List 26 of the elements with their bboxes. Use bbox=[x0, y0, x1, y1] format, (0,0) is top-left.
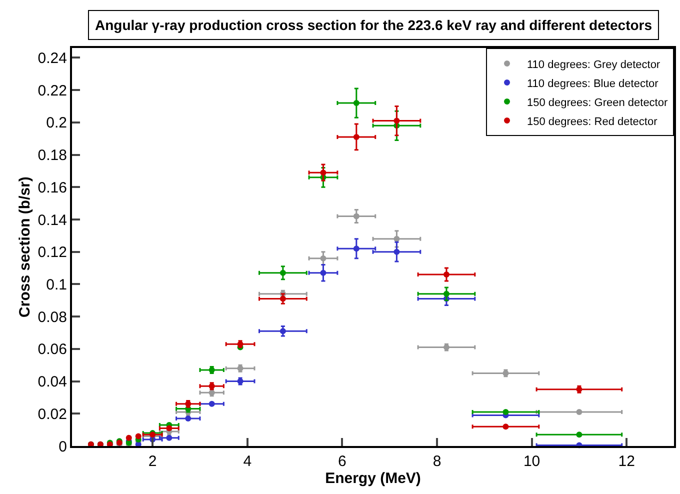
y-tick-label: 0.12 bbox=[38, 244, 67, 262]
y-tick-label: 0 bbox=[58, 438, 67, 456]
x-axis-title: Energy (MeV) bbox=[325, 470, 421, 487]
y-tick-label: 0.08 bbox=[38, 308, 67, 326]
legend-label: 110 degrees: Grey detector bbox=[527, 58, 660, 71]
y-tick-label: 0.2 bbox=[46, 114, 67, 132]
y-tick-label: 0.14 bbox=[38, 212, 67, 229]
x-tick-label: 8 bbox=[432, 453, 442, 470]
y-tick-label: 0.22 bbox=[38, 82, 67, 100]
x-tick-label: 10 bbox=[523, 453, 540, 470]
y-tick-label: 0.06 bbox=[38, 341, 67, 358]
y-tick-label: 0.24 bbox=[38, 50, 67, 67]
y-tick-label: 0.1 bbox=[46, 276, 67, 294]
legend-label: 110 degrees: Blue detector bbox=[527, 78, 659, 90]
x-tick-label: 2 bbox=[148, 453, 157, 470]
x-tick-label: 6 bbox=[338, 453, 346, 470]
y-tick-label: 0.18 bbox=[38, 147, 67, 164]
chart-title: Angular γ-ray production cross section for the 223.6 keV ray and different detectors bbox=[95, 17, 652, 33]
x-tick-label: 4 bbox=[243, 453, 252, 470]
y-tick-label: 0.04 bbox=[38, 374, 67, 391]
y-tick-label: 0.02 bbox=[38, 406, 67, 423]
x-tick-label: 12 bbox=[618, 453, 635, 470]
legend-label: 150 degrees: Red detector bbox=[527, 116, 658, 128]
y-axis-title: Cross section (b/sr) bbox=[16, 176, 34, 318]
legend-label: 150 degrees: Green detector bbox=[527, 96, 668, 109]
y-tick-label: 0.16 bbox=[38, 179, 67, 196]
